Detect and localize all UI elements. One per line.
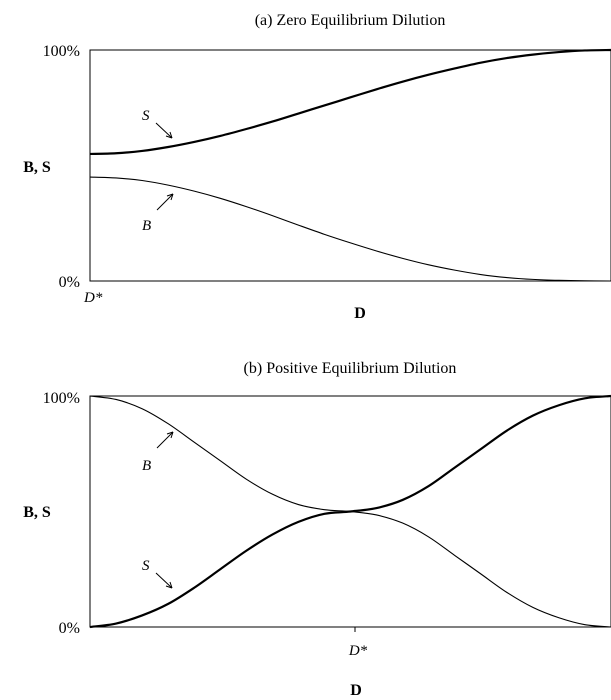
panel-a-ytick-top: 100% <box>43 43 80 60</box>
panel-b-xlabel: D <box>350 682 362 699</box>
panel-a-ytick-bottom: 0% <box>59 274 80 291</box>
panel-b-annotation-b: B <box>142 458 151 474</box>
panel-a-annotation-b: B <box>142 218 151 234</box>
panel-b-arrowhead-b <box>166 431 174 439</box>
panel-a-arrow-b <box>156 193 174 211</box>
panel-b-plot-frame <box>89 395 611 628</box>
panel-b-xtick-dstar: D* <box>348 643 368 659</box>
panel-a-title: (a) Zero Equilibrium Dilution <box>255 12 446 29</box>
panel-a-arrowhead-b <box>166 193 174 201</box>
panel-a-ylabel: B, S <box>23 159 51 176</box>
panel-b-arrowhead-s <box>165 581 173 589</box>
panel-b-ytick-top: 100% <box>43 390 80 407</box>
panel-b-title: (b) Positive Equilibrium Dilution <box>244 360 457 377</box>
panel-a-arrow-s <box>155 122 173 139</box>
panel-b-ylabel: B, S <box>23 504 51 521</box>
panel-b-arrow-s <box>155 572 173 589</box>
panel-a-series-b-line <box>89 176 611 282</box>
panel-a-series-s-line <box>89 48 611 156</box>
panel-b-annotation-s: S <box>142 558 150 574</box>
panel-a: (a) Zero Equilibrium Dilution 100% 0% B,… <box>23 12 611 322</box>
panel-a-xlabel: D <box>354 305 366 322</box>
panel-a-plot-frame <box>89 49 611 282</box>
panel-a-xtick-dstar: D* <box>83 290 103 306</box>
panel-b: (b) Positive Equilibrium Dilution 100% 0… <box>23 360 611 699</box>
panel-b-arrow-b <box>156 431 174 449</box>
panel-a-series-group <box>89 48 611 282</box>
panel-a-arrowhead-s <box>165 131 173 139</box>
panel-b-series-b-line <box>89 395 611 628</box>
panel-b-series-group <box>89 394 611 629</box>
panel-b-ytick-bottom: 0% <box>59 620 80 637</box>
panel-a-annotation-s: S <box>142 108 150 124</box>
